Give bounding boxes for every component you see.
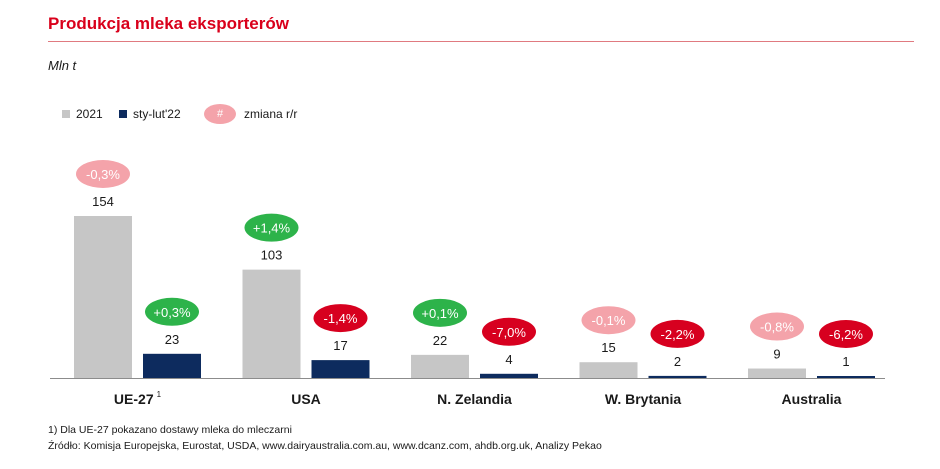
change-label-2021-1: +1,4% bbox=[253, 221, 291, 236]
legend-item-2022: sty-lut'22 bbox=[119, 102, 181, 126]
change-label-2022-4: -6,2% bbox=[829, 327, 863, 342]
change-label-2022-3: -2,2% bbox=[661, 327, 695, 342]
change-label-2021-0: -0,3% bbox=[86, 167, 120, 182]
bar-2022-1 bbox=[311, 360, 370, 378]
data-label-2021-2: 22 bbox=[433, 333, 447, 348]
data-label-2021-0: 154 bbox=[92, 194, 114, 209]
legend-label-change: zmiana r/r bbox=[244, 107, 298, 121]
data-label-2021-1: 103 bbox=[261, 248, 283, 263]
bar-2021-3 bbox=[579, 362, 638, 378]
legend-label-2022: sty-lut'22 bbox=[133, 107, 181, 121]
change-bubble-2021-2 bbox=[413, 298, 467, 327]
change-label-2021-3: -0,1% bbox=[592, 313, 626, 328]
data-label-2021-3: 15 bbox=[601, 340, 615, 355]
data-label-2022-2: 4 bbox=[505, 352, 512, 367]
change-label-2022-0: +0,3% bbox=[153, 305, 191, 320]
change-bubble-2022-1 bbox=[313, 304, 368, 333]
category-label-3: W. Brytania bbox=[605, 391, 681, 407]
change-bubble-2021-0 bbox=[76, 160, 130, 188]
bar-2022-3 bbox=[648, 375, 707, 378]
data-label-2022-3: 2 bbox=[674, 354, 681, 369]
change-bubble-2021-3 bbox=[581, 306, 636, 335]
category-label-2: N. Zelandia bbox=[437, 391, 512, 407]
bar-2022-0 bbox=[143, 353, 201, 378]
category-superscript-0: 1 bbox=[157, 390, 162, 399]
change-label-2022-2: -7,0% bbox=[492, 325, 526, 340]
title-divider bbox=[48, 41, 914, 42]
chart-title: Produkcja mleka eksporterów bbox=[48, 14, 289, 33]
data-label-2022-0: 23 bbox=[165, 332, 179, 347]
bar-2021-1 bbox=[242, 269, 301, 378]
data-label-2022-4: 1 bbox=[842, 354, 849, 369]
change-label-2022-1: -1,4% bbox=[324, 311, 358, 326]
data-label-2021-4: 9 bbox=[773, 347, 780, 362]
bar-2021-4 bbox=[748, 368, 806, 378]
data-label-2022-1: 17 bbox=[333, 338, 347, 353]
bar-2022-4 bbox=[817, 376, 875, 378]
change-bubble-2022-3 bbox=[650, 319, 705, 348]
legend-item-2021: 2021 bbox=[62, 102, 103, 126]
change-bubble-2022-0 bbox=[145, 297, 199, 326]
legend-change-bubble: # bbox=[204, 104, 236, 124]
change-bubble-2022-4 bbox=[819, 320, 873, 348]
category-label-4: Australia bbox=[782, 391, 842, 407]
category-label-1: USA bbox=[291, 391, 321, 407]
bar-2021-0 bbox=[74, 216, 132, 378]
change-label-2021-4: -0,8% bbox=[760, 320, 794, 335]
bar-2021-2 bbox=[411, 354, 469, 378]
legend-label-2021: 2021 bbox=[76, 107, 103, 121]
source-note: Źródło: Komisja Europejska, Eurostat, US… bbox=[48, 440, 602, 452]
legend-swatch-2021 bbox=[62, 110, 70, 118]
bar-2022-2 bbox=[480, 373, 538, 378]
change-bubble-2021-1 bbox=[244, 213, 299, 242]
legend-item-change: # zmiana r/r bbox=[204, 102, 297, 126]
category-label-0: UE-27 1 bbox=[114, 390, 162, 407]
legend-swatch-2022 bbox=[119, 110, 127, 118]
change-label-2021-2: +0,1% bbox=[421, 306, 459, 321]
change-bubble-2022-2 bbox=[482, 317, 536, 346]
unit-label: Mln t bbox=[48, 58, 77, 73]
change-bubble-2021-4 bbox=[750, 312, 804, 341]
footnote: 1) Dla UE-27 pokazano dostawy mleka do m… bbox=[48, 424, 292, 436]
